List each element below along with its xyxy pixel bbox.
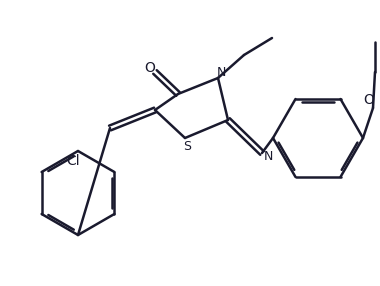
Text: O: O [144,61,155,75]
Text: N: N [263,150,273,162]
Text: Cl: Cl [66,154,80,168]
Text: O: O [364,93,374,107]
Text: S: S [183,140,191,154]
Text: N: N [216,67,226,80]
